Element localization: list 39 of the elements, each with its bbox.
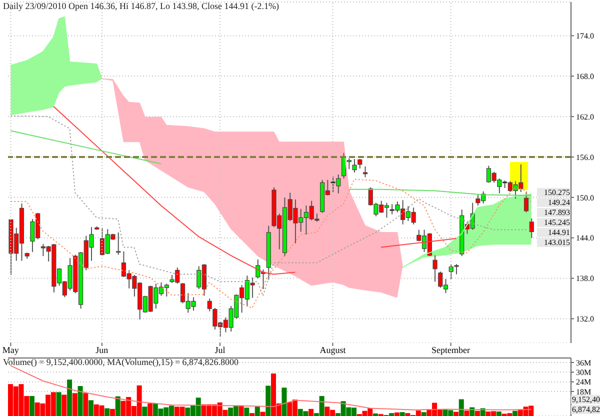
y-tick-label: 150.0 xyxy=(576,193,594,202)
candlestick xyxy=(352,158,357,173)
y-tick-label: 36M xyxy=(576,358,592,368)
text: 9,152,40 xyxy=(571,395,600,404)
text: 149.24 xyxy=(537,198,570,207)
x-tick-label: Jul xyxy=(214,345,226,355)
y-tick-label: 174.0 xyxy=(576,32,594,41)
text: 145.245 xyxy=(537,218,570,227)
line-series xyxy=(10,365,532,410)
line-series xyxy=(53,106,296,275)
y-tick-label: 156.0 xyxy=(576,152,594,162)
text: 144.91 xyxy=(537,228,570,237)
y-tick-label: 144.0 xyxy=(576,234,594,243)
text: 143.015 xyxy=(537,238,570,247)
y-tick-label: 24M xyxy=(576,378,592,387)
y-tick-label: 162.0 xyxy=(576,112,594,122)
y-tick-label: 132.0 xyxy=(576,314,594,324)
candlestick xyxy=(116,232,121,256)
x-tick-label: August xyxy=(320,345,346,355)
candlestick xyxy=(346,158,352,170)
line-series xyxy=(10,178,532,308)
candlestick xyxy=(362,166,368,178)
text: 147.893 xyxy=(537,208,570,217)
candlestick xyxy=(207,298,212,312)
candlestick xyxy=(524,192,529,213)
x-tick-label: Jun xyxy=(96,345,109,355)
y-tick-label: 168.0 xyxy=(576,72,594,81)
candlestick xyxy=(432,254,438,282)
y-tick-label: 30M xyxy=(576,368,592,378)
candlestick xyxy=(358,158,362,169)
y-tick-label: 18M xyxy=(576,387,592,396)
candlestick xyxy=(529,218,534,239)
x-tick-label: September xyxy=(432,345,470,355)
x-tick-label: May xyxy=(2,345,20,355)
chart-title: Volume() = 9,152,400.0000, MA(Volume(),15) = 6,874,826.8000 xyxy=(3,357,239,367)
text: 6,874,82 xyxy=(571,405,600,414)
y-tick-label: 138.0 xyxy=(576,274,594,284)
text: 150.275 xyxy=(537,188,570,197)
chart-title: Daily 23/09/2010 Open 146.36, Hi 146.87, Lo 143.98, Close 144.91 (-2.1%) xyxy=(3,1,279,11)
